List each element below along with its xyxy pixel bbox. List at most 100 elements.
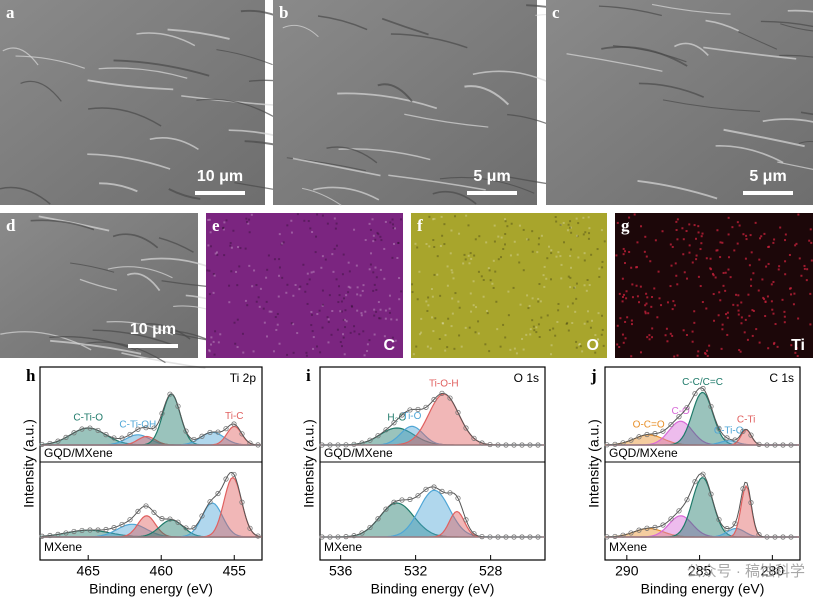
- element-speck: [222, 226, 225, 229]
- element-speck: [412, 353, 415, 356]
- element-speck: [513, 240, 516, 243]
- x-tick-label: 290: [615, 563, 639, 579]
- element-speck: [722, 284, 725, 287]
- element-speck: [368, 222, 371, 225]
- element-speck: [726, 333, 729, 336]
- element-speck: [452, 277, 455, 280]
- element-speck: [764, 315, 767, 318]
- element-speck: [389, 221, 392, 224]
- element-speck: [566, 321, 569, 324]
- element-speck: [645, 302, 648, 305]
- element-speck: [806, 268, 809, 271]
- element-speck: [776, 345, 779, 348]
- element-speck: [306, 283, 309, 286]
- element-speck: [391, 336, 394, 339]
- element-speck: [784, 273, 787, 276]
- surface-ridge: [2, 47, 39, 66]
- element-speck: [686, 277, 689, 280]
- element-speck: [216, 251, 219, 254]
- element-speck: [373, 333, 376, 336]
- element-speck: [230, 246, 233, 249]
- element-speck: [208, 218, 211, 221]
- element-speck: [488, 269, 491, 272]
- element-speck: [636, 295, 639, 298]
- element-speck: [343, 297, 346, 300]
- element-speck: [347, 291, 350, 294]
- element-speck: [740, 322, 743, 325]
- surface-ridge: [196, 98, 275, 118]
- surface-ridge: [715, 145, 784, 164]
- element-speck: [306, 302, 309, 305]
- element-speck: [699, 285, 702, 288]
- element-speck: [767, 245, 770, 248]
- element-speck: [248, 218, 251, 221]
- element-speck: [371, 218, 374, 221]
- element-speck: [658, 297, 661, 300]
- element-speck: [420, 317, 423, 320]
- element-speck: [335, 244, 338, 247]
- element-speck: [631, 283, 634, 286]
- element-speck: [538, 283, 541, 286]
- element-speck: [451, 271, 454, 274]
- element-speck: [665, 327, 668, 330]
- element-speck: [454, 292, 457, 295]
- element-speck: [416, 298, 419, 301]
- surface-ridge: [282, 24, 319, 38]
- element-speck: [587, 237, 590, 240]
- data-point: [207, 499, 213, 505]
- data-point: [644, 525, 650, 531]
- element-speck: [656, 316, 659, 319]
- element-speck: [716, 229, 719, 232]
- element-speck: [292, 323, 295, 326]
- element-speck: [353, 228, 356, 231]
- element-speck: [626, 316, 629, 319]
- element-speck: [560, 277, 563, 280]
- data-point: [724, 435, 730, 441]
- data-point: [431, 484, 437, 490]
- element-speck: [347, 261, 350, 264]
- fit-envelope: [41, 471, 261, 538]
- element-speck: [579, 345, 582, 348]
- element-speck: [281, 242, 284, 245]
- element-speck: [397, 241, 400, 244]
- peak-label: O-C=O: [633, 419, 665, 430]
- data-point: [415, 406, 421, 413]
- scale-bar: [467, 191, 517, 195]
- element-speck: [745, 234, 748, 237]
- element-speck: [574, 310, 577, 313]
- element-speck: [372, 289, 375, 292]
- element-speck: [321, 255, 324, 258]
- element-speck: [657, 270, 660, 273]
- element-speck: [436, 273, 439, 276]
- element-speck: [576, 235, 579, 238]
- element-speck: [278, 258, 281, 261]
- element-speck: [372, 271, 375, 274]
- element-speck: [543, 265, 546, 268]
- element-speck: [809, 292, 812, 295]
- element-speck: [646, 296, 649, 299]
- element-speck: [502, 323, 505, 326]
- element-speck: [596, 248, 599, 251]
- data-point: [191, 524, 197, 531]
- element-speck: [342, 336, 345, 339]
- element-speck: [616, 221, 619, 224]
- panel-letter: h: [26, 366, 36, 385]
- element-speck: [810, 259, 813, 262]
- element-speck: [265, 276, 268, 279]
- element-speck: [208, 293, 211, 296]
- element-speck: [750, 278, 753, 281]
- element-speck: [784, 260, 787, 263]
- element-speck: [675, 220, 678, 223]
- element-speck: [447, 317, 450, 320]
- data-point: [612, 533, 618, 540]
- x-tick-label: 465: [77, 563, 101, 579]
- element-speck: [395, 318, 398, 321]
- element-speck: [344, 309, 347, 312]
- element-speck: [575, 346, 578, 349]
- element-speck: [444, 334, 447, 337]
- data-point: [367, 524, 373, 531]
- element-speck: [673, 355, 676, 358]
- element-speck: [699, 248, 702, 251]
- element-speck: [645, 255, 648, 258]
- element-speck: [625, 290, 628, 293]
